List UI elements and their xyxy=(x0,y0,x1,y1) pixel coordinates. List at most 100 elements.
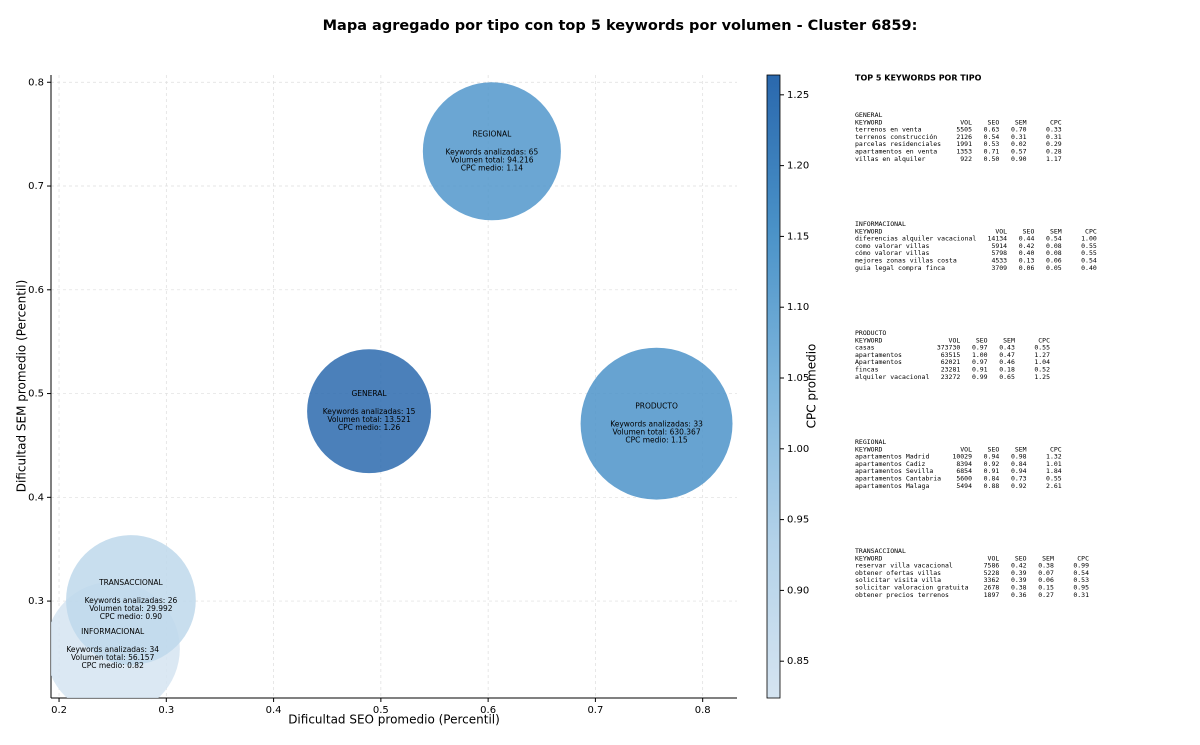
table-cell: 0.99 xyxy=(1073,562,1089,570)
table-cell: 0.53 xyxy=(984,140,1000,148)
table-cell: 2678 xyxy=(984,584,1000,592)
table-cell: 14134 xyxy=(988,235,1008,243)
group-name: PRODUCTO xyxy=(855,329,886,337)
table-cell: alquiler vacacional xyxy=(855,373,929,381)
table-cell: 1.27 xyxy=(1034,351,1050,359)
bubble-name: INFORMACIONAL xyxy=(81,627,145,636)
table-cell: apartamentos Cantabria xyxy=(855,475,941,483)
table-cell: 0.95 xyxy=(1073,584,1089,592)
table-cell: reservar villa vacacional xyxy=(855,562,953,570)
table-cell: 0.15 xyxy=(1038,584,1054,592)
y-tick-label: 0.4 xyxy=(28,492,44,503)
column-header: VOL xyxy=(988,554,1000,562)
y-tick-label: 0.5 xyxy=(28,389,44,400)
column-header: VOL xyxy=(960,445,972,453)
column-header: KEYWORD xyxy=(855,336,882,344)
table-cell: 0.99 xyxy=(972,373,988,381)
table-cell: 0.18 xyxy=(999,366,1015,374)
table-cell: 0.28 xyxy=(1046,148,1062,156)
table-cell: apartamentos en venta xyxy=(855,148,937,156)
bubble-label: Volumen total: 56.157 xyxy=(71,653,155,662)
table-cell: 0.54 xyxy=(984,133,1000,141)
table-cell: 0.84 xyxy=(984,475,1000,483)
column-header: SEO xyxy=(988,445,1000,453)
table-cell: 1897 xyxy=(984,591,1000,599)
bubble xyxy=(580,347,733,500)
table-cell: 2126 xyxy=(956,133,972,141)
table-cell: 0.71 xyxy=(984,148,1000,156)
table-cell: 0.54 xyxy=(1081,257,1097,265)
bubble-label: Volumen total: 29.992 xyxy=(89,604,173,613)
colorbar-tick-label: 1.10 xyxy=(787,302,809,313)
bubble-label: Volumen total: 13.521 xyxy=(327,415,411,424)
table-cell: cómo valorar villas xyxy=(855,249,929,257)
x-tick-label: 0.5 xyxy=(373,705,389,716)
table-cell: 0.31 xyxy=(1073,591,1089,599)
group-name: INFORMACIONAL xyxy=(855,220,906,228)
column-header: CPC xyxy=(1050,445,1062,453)
table-cell: solicitar visita villa xyxy=(855,576,941,584)
y-tick-label: 0.7 xyxy=(28,181,44,192)
x-axis-label: Dificultad SEO promedio (Percentil) xyxy=(288,713,500,727)
table-cell: 1.25 xyxy=(1034,373,1050,381)
table-cell: 1991 xyxy=(956,140,972,148)
table-cell: obtener ofertas villas xyxy=(855,569,941,577)
column-header: VOL xyxy=(949,336,961,344)
table-cell: 0.55 xyxy=(1046,475,1062,483)
colorbar xyxy=(766,74,781,699)
table-cell: 0.06 xyxy=(1046,257,1062,265)
table-cell: 0.65 xyxy=(999,373,1015,381)
table-cell: 3362 xyxy=(984,576,1000,584)
bubble-label: Keywords analizadas: 34 xyxy=(66,645,159,654)
table-cell: 373730 xyxy=(937,344,961,352)
bubble-label: CPC medio: 0.82 xyxy=(82,661,145,670)
table-cell: 0.94 xyxy=(1011,467,1027,475)
table-cell: 0.52 xyxy=(1034,366,1050,374)
bubble-label: Volumen total: 630.367 xyxy=(612,428,700,437)
table-cell: 10029 xyxy=(952,453,972,461)
table-cell: apartamentos Malaga xyxy=(855,482,929,490)
table-cell: 23272 xyxy=(941,373,961,381)
table-cell: villas en alquiler xyxy=(855,155,926,163)
table-cell: 0.31 xyxy=(1046,133,1062,141)
table-cell: 5505 xyxy=(956,126,972,134)
table-cell: 0.29 xyxy=(1046,140,1062,148)
column-header: VOL xyxy=(960,118,972,126)
bubble-name: PRODUCTO xyxy=(635,402,678,411)
bubble-name: REGIONAL xyxy=(472,129,512,138)
column-header: CPC xyxy=(1077,554,1089,562)
table-cell: 0.54 xyxy=(1046,235,1062,243)
bubble-label: Keywords analizadas: 15 xyxy=(323,407,416,416)
colorbar-tick-label: 1.20 xyxy=(787,161,809,172)
table-cell: 0.55 xyxy=(1081,249,1097,257)
column-header: CPC xyxy=(1050,118,1062,126)
table-cell: parcelas residenciales xyxy=(855,140,941,148)
table-cell: terrenos construcción xyxy=(855,133,937,141)
table-cell: 0.42 xyxy=(1019,242,1035,250)
table-cell: 4533 xyxy=(991,257,1007,265)
x-tick-label: 0.3 xyxy=(158,705,174,716)
table-cell: 0.88 xyxy=(984,482,1000,490)
table-cell: 63515 xyxy=(941,351,961,359)
table-cell: guia legal compra finca xyxy=(855,264,945,272)
bubble-label: CPC medio: 1.15 xyxy=(625,436,688,445)
column-header: KEYWORD xyxy=(855,554,882,562)
column-header: CPC xyxy=(1085,227,1097,235)
table-cell: 0.97 xyxy=(972,358,988,366)
column-header: SEM xyxy=(1050,227,1062,235)
table-cell: 0.94 xyxy=(984,453,1000,461)
table-cell: 0.57 xyxy=(1011,148,1027,156)
table-cell: 0.92 xyxy=(984,460,1000,468)
table-cell: 0.05 xyxy=(1046,264,1062,272)
table-cell: 23281 xyxy=(941,366,961,374)
x-tick-label: 0.6 xyxy=(480,705,496,716)
table-cell: 5494 xyxy=(956,482,972,490)
table-cell: 0.92 xyxy=(1011,482,1027,490)
column-header: KEYWORD xyxy=(855,118,882,126)
table-cell: 0.42 xyxy=(1011,562,1027,570)
table-cell: 0.73 xyxy=(1011,475,1027,483)
table-cell: 0.54 xyxy=(1073,569,1089,577)
table-cell: 0.38 xyxy=(1038,562,1054,570)
table-cell: 5914 xyxy=(991,242,1007,250)
